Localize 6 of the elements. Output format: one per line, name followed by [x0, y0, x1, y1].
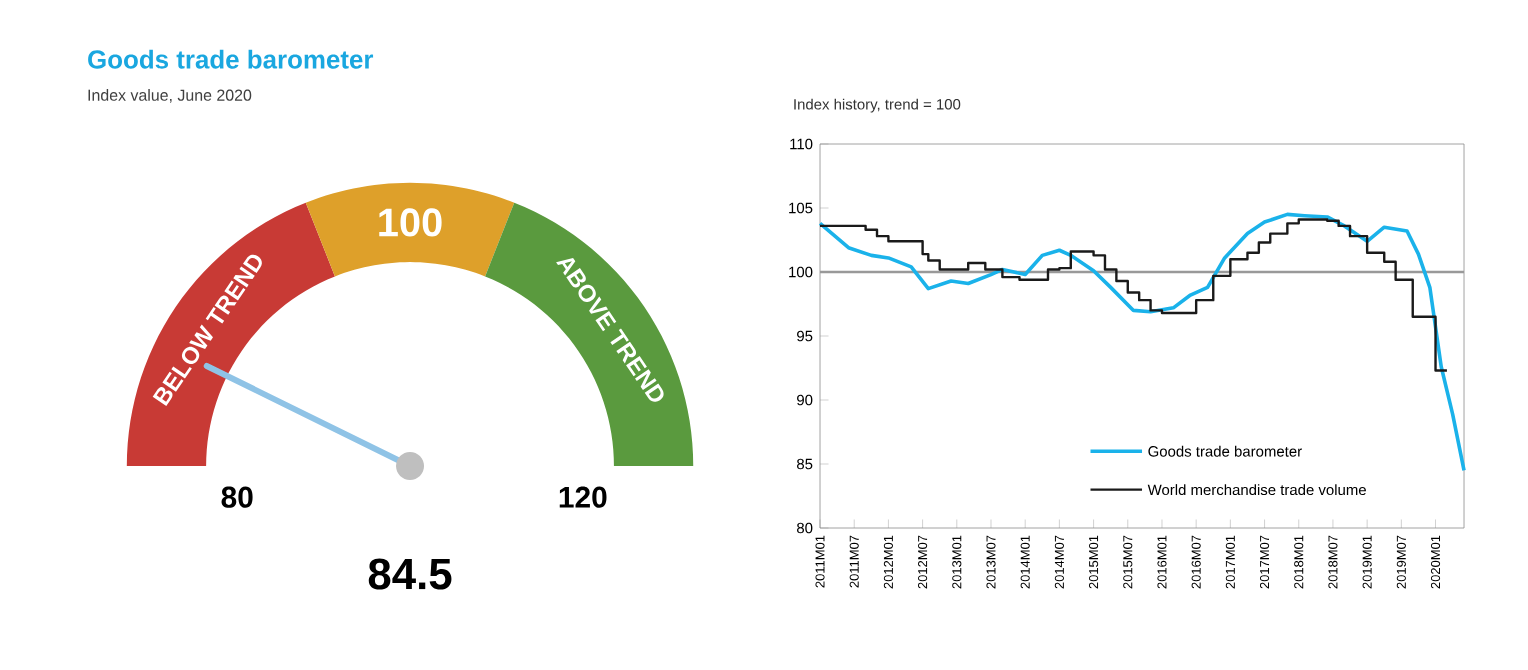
chart-title: Goods trade barometer — [88, 49, 374, 69]
slice-label: 100 — [379, 208, 442, 237]
text: 80 — [221, 486, 253, 508]
text: 84.5 — [368, 558, 452, 590]
line-series — [818, 212, 1466, 473]
text: 120 — [559, 486, 607, 508]
